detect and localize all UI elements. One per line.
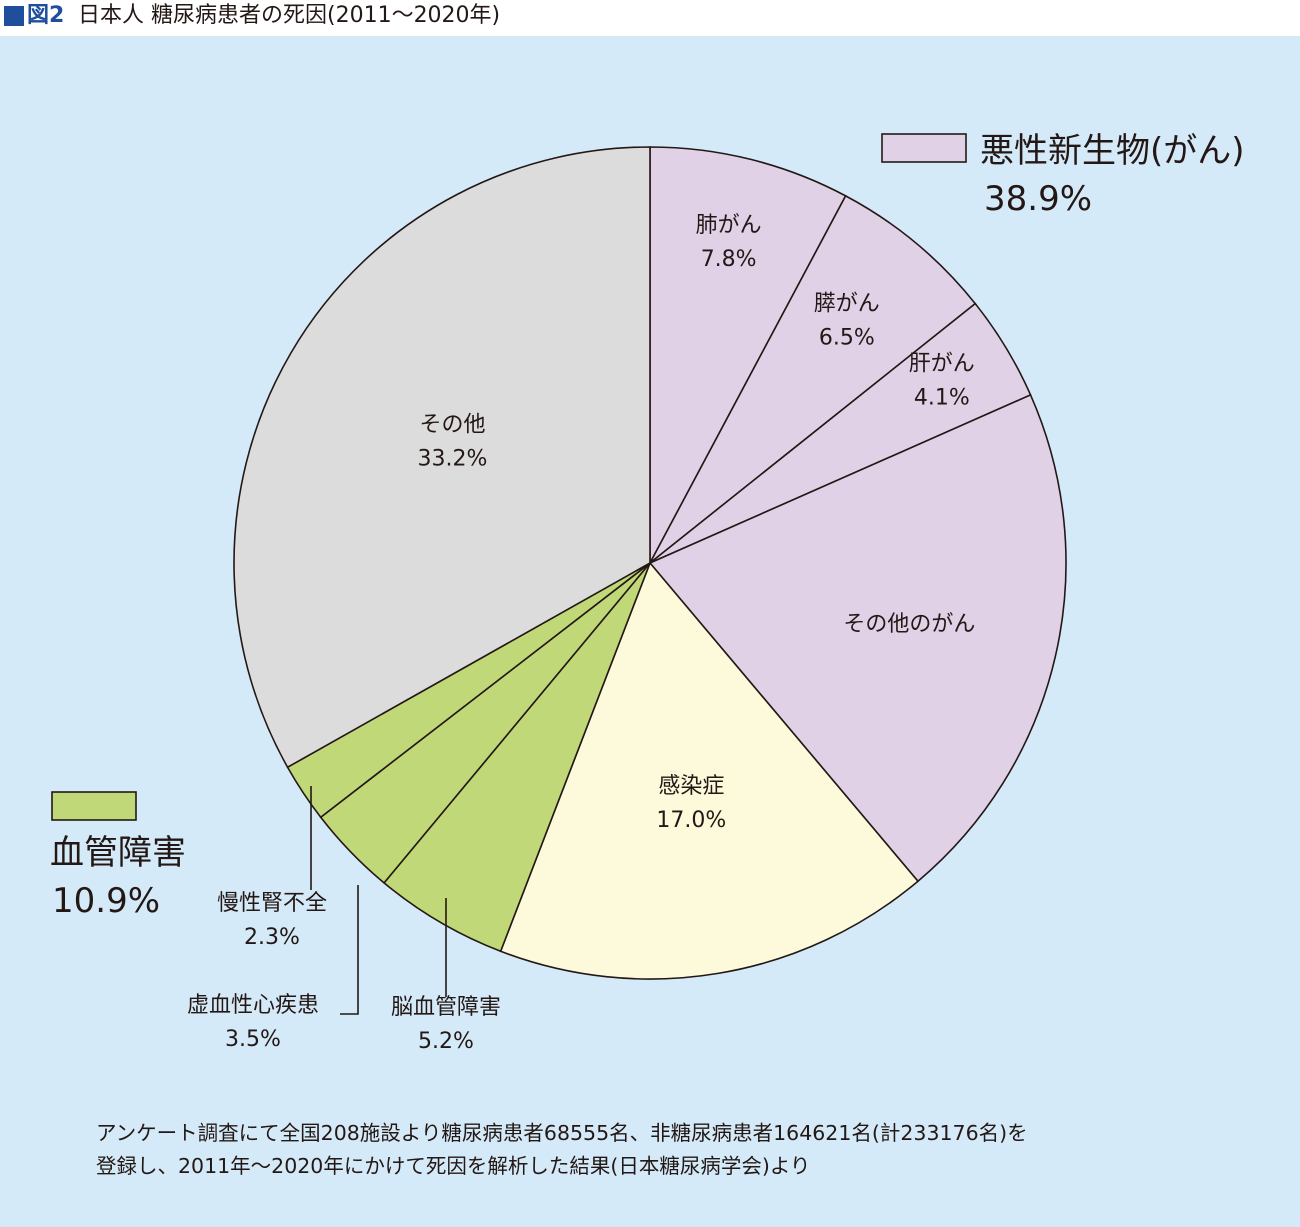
- slice-value-label: 5.2%: [418, 1029, 474, 1054]
- pie-slice: [649, 194, 977, 564]
- slice-label: 肺がん: [696, 213, 762, 238]
- footnote-line-2: 登録し、2011年〜2020年にかけて死因を解析した結果(日本糖尿病学会)より: [96, 1154, 811, 1178]
- figure-number: 図2: [27, 3, 65, 28]
- legend-group-name: 血管障害: [50, 833, 186, 873]
- slice-value-label: 4.1%: [914, 385, 970, 410]
- pie-slice: [233, 146, 651, 769]
- leader-lines: [310, 786, 447, 1015]
- pie-slice: [649, 146, 847, 564]
- slice-value-label: 6.5%: [819, 325, 875, 350]
- legend-swatch: [51, 791, 137, 821]
- slice-label: 膵がん: [814, 291, 880, 316]
- slice-label: 感染症: [658, 774, 724, 799]
- slice-value-label: 17.0%: [656, 808, 726, 833]
- chart-title: 日本人 糖尿病患者の死因(2011〜2020年): [78, 3, 501, 28]
- slice-value-label: 33.2%: [418, 447, 488, 472]
- legend-group-value: 38.9%: [984, 179, 1092, 219]
- slice-label: 慢性腎不全: [217, 891, 327, 916]
- pie-slices: [233, 146, 1067, 980]
- chart-panel: 肺がん 7.8% 膵がん 6.5% 肝がん 4.1% その他のがん感染症 17.0% 脳血管障害…: [0, 36, 1300, 1227]
- pie-slice: [499, 561, 920, 980]
- slice-value-label: 7.8%: [701, 247, 757, 272]
- slice-value-label: 2.3%: [244, 925, 300, 950]
- slice-label: 肝がん: [909, 351, 975, 376]
- legend-group-value: 10.9%: [52, 881, 160, 921]
- pie-slice: [648, 393, 1067, 883]
- slice-label: その他のがん: [843, 612, 975, 637]
- leader-line: [340, 885, 359, 1015]
- slice-value-label: 3.5%: [225, 1027, 281, 1052]
- title-square-icon: [4, 6, 24, 26]
- legend-group-name: 悪性新生物(がん): [980, 131, 1245, 171]
- slice-label: その他: [419, 413, 485, 438]
- legend-swatch: [881, 133, 967, 163]
- group-legends: 悪性新生物(がん) 38.9% 血管障害 10.9%: [50, 131, 1245, 921]
- footnote: アンケート調査にて全国208施設より糖尿病患者68555名、非糖尿病患者1646…: [96, 1117, 1276, 1183]
- footnote-line-1: アンケート調査にて全国208施設より糖尿病患者68555名、非糖尿病患者1646…: [96, 1121, 1028, 1145]
- slice-label: 脳血管障害: [391, 995, 501, 1020]
- title-bar: 図2 日本人 糖尿病患者の死因(2011〜2020年): [0, 0, 1300, 36]
- slice-label: 虚血性心疾患: [187, 993, 319, 1018]
